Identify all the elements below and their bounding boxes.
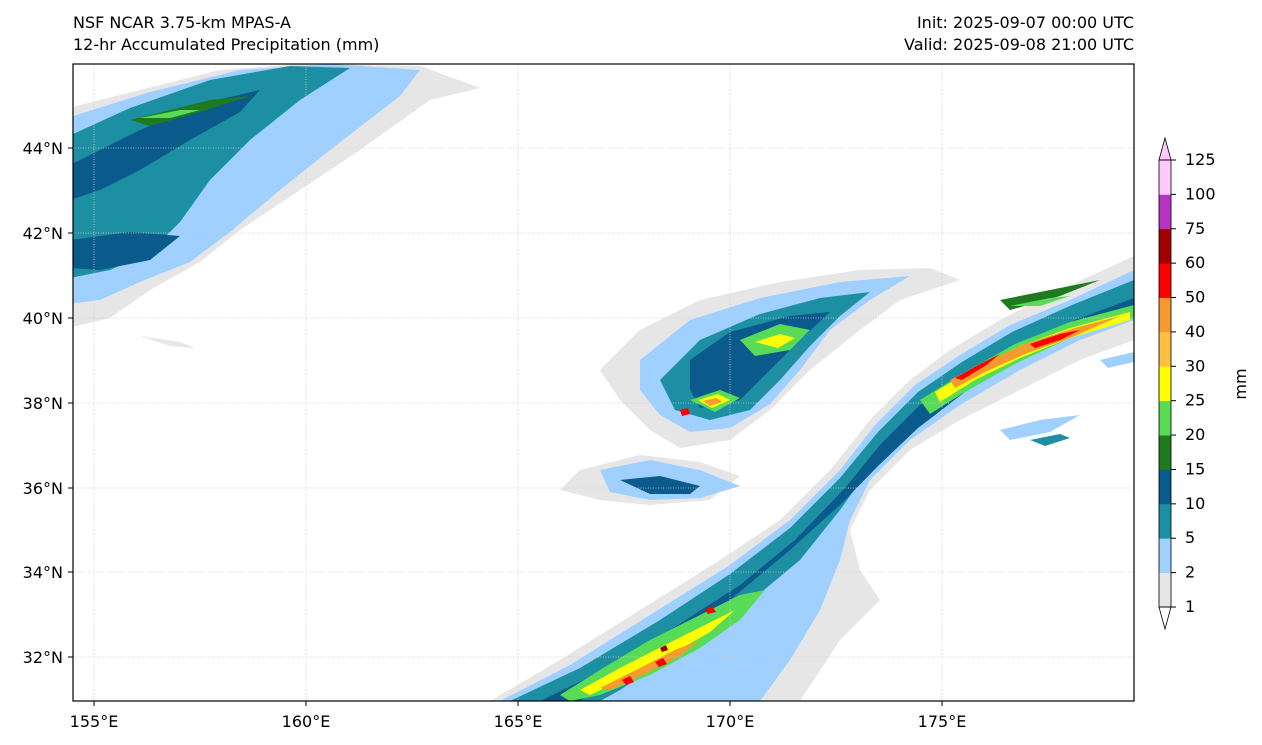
colorbar-segment — [1159, 469, 1171, 505]
field-title: 12-hr Accumulated Precipitation (mm) — [73, 35, 380, 54]
time-info: Init: 2025-09-07 00:00 UTC Valid: 2025-0… — [904, 12, 1134, 56]
gridlines — [73, 64, 1134, 701]
map-frame — [72, 63, 1135, 702]
precip-region-central — [560, 268, 960, 505]
colorbar-segment — [1159, 297, 1171, 333]
colorbar-tick-label: 60 — [1185, 253, 1205, 272]
colorbar-extend-min — [1158, 606, 1172, 631]
colorbar-tick-label: 1 — [1185, 597, 1195, 616]
colorbar-tick-label: 125 — [1185, 150, 1216, 169]
lon-tick-label: 170°E — [706, 712, 755, 731]
colorbar-segment — [1159, 435, 1171, 470]
colorbar-tick-label: 100 — [1185, 184, 1216, 203]
lon-tick-label: 155°E — [70, 712, 119, 731]
lon-tick-label: 175°E — [918, 712, 967, 731]
colorbar-segment — [1159, 503, 1171, 539]
lon-tick-label: 160°E — [282, 712, 331, 731]
colorbar-segment — [1159, 400, 1171, 436]
colorbar-tick-label: 40 — [1185, 322, 1205, 341]
colorbar-tick-label: 50 — [1185, 288, 1205, 307]
colorbar-segment — [1159, 263, 1171, 298]
colorbar-segment — [1159, 572, 1171, 608]
map-title: NSF NCAR 3.75-km MPAS-A 12-hr Accumulate… — [73, 12, 379, 56]
precip-region-southwest — [560, 590, 765, 701]
lon-axis: 155°E 160°E 165°E 170°E 175°E — [70, 701, 967, 731]
colorbar-unit-label: mm — [1231, 368, 1250, 399]
colorbar-segment — [1159, 228, 1171, 264]
init-time: Init: 2025-09-07 00:00 UTC — [916, 13, 1134, 32]
lat-tick-label: 38°N — [23, 394, 63, 413]
colorbar-tick-label: 30 — [1185, 356, 1205, 375]
colorbar-tick-label: 20 — [1185, 425, 1205, 444]
lat-tick-label: 34°N — [23, 563, 63, 582]
colorbar-tick-label: 15 — [1185, 459, 1205, 478]
lat-tick-label: 44°N — [23, 139, 63, 158]
colorbar-segment — [1159, 194, 1171, 230]
lat-axis: 44°N 42°N 40°N 38°N 36°N 34°N 32°N — [23, 139, 73, 667]
colorbar-tick-label: 10 — [1185, 494, 1205, 513]
precip-region-scattered — [140, 336, 1134, 446]
colorbar-extend-max — [1158, 136, 1172, 161]
lat-tick-label: 36°N — [23, 479, 63, 498]
model-title: NSF NCAR 3.75-km MPAS-A — [73, 13, 291, 32]
colorbar-segment — [1159, 538, 1171, 574]
colorbar-tick-label: 2 — [1185, 563, 1195, 582]
colorbar-tick-label: 25 — [1185, 391, 1205, 410]
colorbar-segment — [1159, 160, 1171, 195]
precip-region-frontal-band — [490, 256, 1134, 701]
colorbar-tick-label: 75 — [1185, 219, 1205, 238]
colorbar-frame — [1158, 159, 1172, 608]
valid-time: Valid: 2025-09-08 21:00 UTC — [903, 35, 1134, 54]
colorbar-segment — [1159, 331, 1171, 367]
lon-tick-label: 165°E — [494, 712, 543, 731]
colorbar-segment — [1159, 366, 1171, 402]
lat-tick-label: 42°N — [23, 224, 63, 243]
precip-region-northwest — [73, 64, 480, 327]
precip-field — [73, 64, 1134, 701]
colorbar-tick-label: 5 — [1185, 528, 1195, 547]
lat-tick-label: 32°N — [23, 648, 63, 667]
lat-tick-label: 40°N — [23, 309, 63, 328]
